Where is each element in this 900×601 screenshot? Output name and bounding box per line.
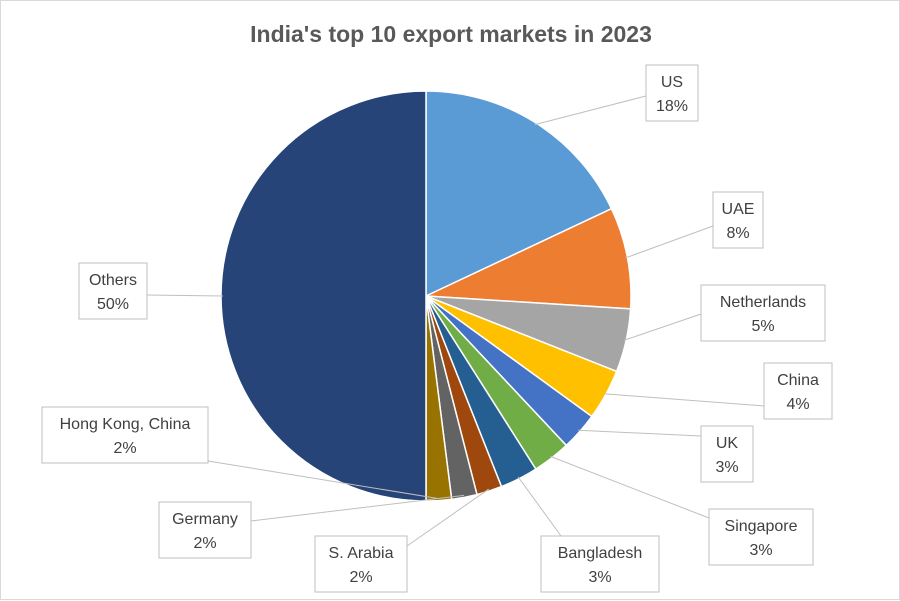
data-label-value: 4%: [786, 396, 809, 413]
data-label-category: Bangladesh: [558, 545, 643, 562]
data-label-box: [763, 362, 833, 420]
data-labels-group: US18%UAE8%Netherlands5%China4%UK3%Singap…: [41, 64, 833, 593]
data-label-category: UAE: [722, 201, 755, 218]
data-label-box: [700, 284, 826, 342]
data-label-category: China: [777, 372, 819, 389]
leader-line-uk: [578, 429, 702, 437]
leader-line-others: [146, 294, 224, 297]
data-label-china: China 4%: [763, 362, 833, 420]
data-label-bangladesh: Bangladesh 3%: [540, 535, 660, 593]
data-label-value: 50%: [97, 296, 129, 313]
data-label-germany: Germany 2%: [158, 501, 252, 559]
data-label-value: 3%: [588, 569, 611, 586]
data-label-value: 3%: [749, 542, 772, 559]
data-label-category: US: [661, 74, 683, 91]
data-label-category: Germany: [172, 511, 238, 528]
data-label-netherlands: Netherlands 5%: [700, 284, 826, 342]
data-label-value: 5%: [751, 318, 774, 335]
data-label-box: [712, 191, 764, 249]
data-label-singapore: Singapore 3%: [708, 508, 814, 566]
chart-title: India's top 10 export markets in 2023: [250, 21, 652, 47]
data-label-uae: UAE 8%: [712, 191, 764, 249]
data-label-box: [158, 501, 252, 559]
slices-group: [220, 90, 632, 502]
data-label-others: Others 50%: [78, 262, 148, 320]
data-label-value: 2%: [113, 440, 136, 457]
slice-us[interactable]: [425, 90, 613, 298]
leader-line-singapore: [550, 455, 710, 519]
data-label-hong-kong-china: Hong Kong, China 2%: [41, 406, 209, 464]
leader-line-s-arabia: [406, 488, 490, 547]
leader-lines-group: [146, 95, 765, 547]
data-label-value: 18%: [656, 98, 688, 115]
data-label-category: UK: [716, 435, 739, 452]
data-label-category: Netherlands: [720, 294, 806, 311]
data-label-uk: UK 3%: [700, 425, 754, 483]
data-label-value: 2%: [349, 569, 372, 586]
data-label-box: [41, 406, 209, 464]
leader-line-china: [603, 393, 765, 407]
data-label-s-arabia: S. Arabia 2%: [314, 535, 408, 593]
data-label-category: Hong Kong, China: [60, 416, 191, 433]
data-label-us: US 18%: [645, 64, 699, 122]
data-label-category: Others: [89, 272, 137, 289]
leader-line-uae: [625, 225, 714, 259]
slice-others[interactable]: [220, 90, 427, 502]
leader-line-germany: [250, 494, 465, 522]
data-label-box: [645, 64, 699, 122]
data-label-box: [540, 535, 660, 593]
data-label-value: 8%: [726, 225, 749, 242]
data-label-value: 3%: [715, 459, 738, 476]
data-label-value: 2%: [193, 535, 216, 552]
data-label-category: Singapore: [725, 518, 798, 535]
data-label-box: [314, 535, 408, 593]
data-label-box: [700, 425, 754, 483]
data-label-box: [708, 508, 814, 566]
leader-line-netherlands: [623, 313, 702, 341]
data-label-category: S. Arabia: [329, 545, 394, 562]
leader-line-hong-kong-china: [207, 460, 439, 500]
data-label-box: [78, 262, 148, 320]
leader-line-us: [534, 95, 647, 126]
leader-line-bangladesh: [517, 476, 562, 537]
